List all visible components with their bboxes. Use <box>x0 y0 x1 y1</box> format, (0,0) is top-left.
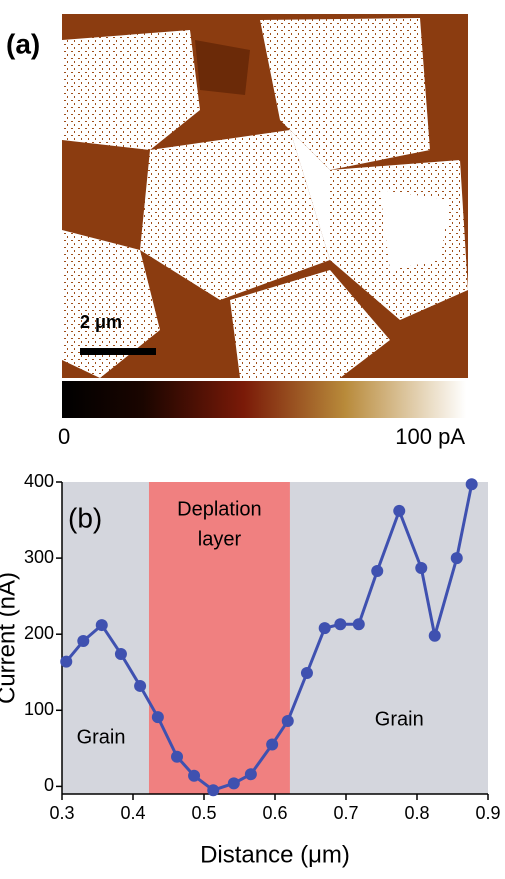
colorbar-max: 100 pA <box>395 424 465 449</box>
data-point <box>371 565 384 578</box>
annotation: Grain <box>77 726 126 748</box>
x-tick-label: 0.3 <box>49 803 74 823</box>
data-point <box>281 714 294 727</box>
x-tick-label: 0.4 <box>120 803 145 823</box>
y-tick-label: 200 <box>24 623 54 643</box>
x-tick-label: 0.9 <box>475 803 500 823</box>
data-point <box>415 561 428 574</box>
region <box>148 482 290 794</box>
data-point <box>60 655 73 668</box>
data-point <box>393 504 406 517</box>
afm-image <box>62 14 468 378</box>
y-tick-label: 100 <box>24 699 54 719</box>
data-point <box>95 619 108 632</box>
data-point <box>352 618 365 631</box>
data-point <box>450 552 463 565</box>
data-point <box>151 711 164 724</box>
x-tick-label: 0.7 <box>333 803 358 823</box>
data-point <box>188 769 201 782</box>
data-point <box>207 784 220 797</box>
annotation: Grain <box>375 708 424 730</box>
colorbar <box>62 381 466 418</box>
scale-bar-label: 2 μm <box>80 312 122 332</box>
data-point <box>134 679 147 692</box>
line-chart: Deplation layer Grain Grain (b) 0 100 200 300 400… <box>0 471 501 869</box>
y-tick-label: 0 <box>44 775 54 795</box>
data-point <box>77 635 90 648</box>
region-label: Deplation <box>177 498 262 520</box>
data-point <box>244 768 257 781</box>
data-point <box>227 777 240 790</box>
x-tick-label: 0.8 <box>404 803 429 823</box>
y-tick-label: 400 <box>24 471 54 491</box>
data-point <box>300 667 313 680</box>
x-tick-label: 0.5 <box>191 803 216 823</box>
region-label: layer <box>198 528 242 550</box>
y-tick-label: 300 <box>24 547 54 567</box>
panel-label: (a) <box>6 28 40 59</box>
colorbar-min: 0 <box>58 424 70 449</box>
x-axis-label: Distance (μm) <box>200 841 350 868</box>
data-point <box>114 647 127 660</box>
data-point <box>428 629 441 642</box>
data-point <box>318 622 331 635</box>
y-axis-label: Current (nA) <box>0 572 20 704</box>
data-point <box>266 738 279 751</box>
data-point <box>465 478 478 491</box>
panel-label: (b) <box>68 502 102 533</box>
data-point <box>171 750 184 763</box>
data-point <box>334 618 347 631</box>
x-tick-label: 0.6 <box>262 803 287 823</box>
